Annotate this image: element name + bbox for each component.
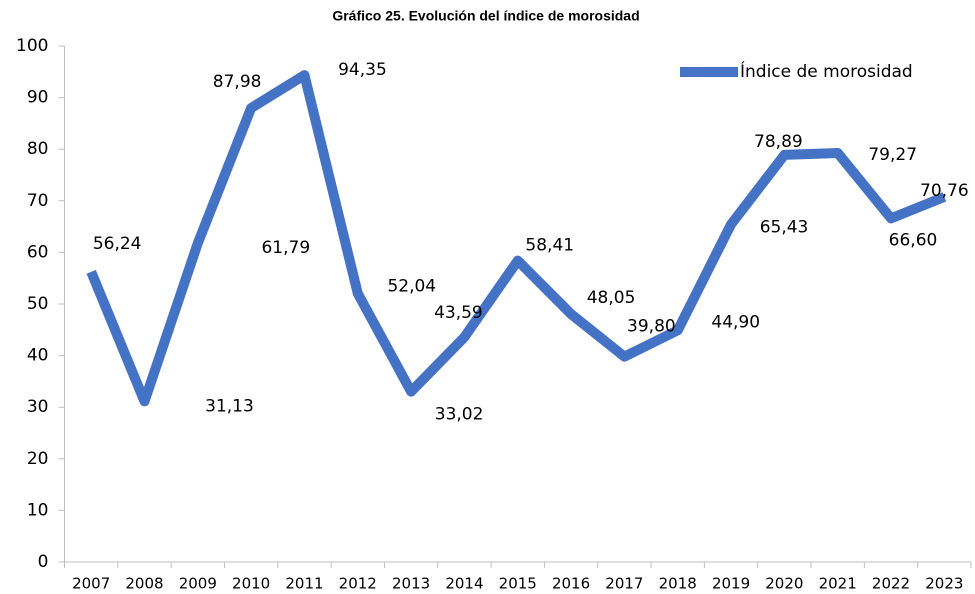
x-tick-label: 2011: [285, 575, 323, 593]
y-tick-label: 70: [27, 191, 49, 211]
data-label: 79,27: [868, 145, 917, 165]
y-tick-label: 0: [38, 552, 49, 572]
data-label: 65,43: [760, 217, 809, 237]
x-tick-label: 2015: [499, 575, 537, 593]
data-label: 33,02: [435, 405, 484, 425]
data-label: 78,89: [754, 132, 803, 152]
data-label: 44,90: [711, 312, 760, 332]
legend-label: Índice de morosidad: [740, 60, 913, 82]
x-tick-label: 2016: [552, 575, 590, 593]
x-tick-label: 2023: [925, 575, 963, 593]
x-tick-label: 2017: [605, 575, 643, 593]
y-tick-label: 90: [27, 88, 49, 108]
y-tick-label: 60: [27, 242, 49, 262]
data-label: 56,24: [93, 234, 142, 254]
data-label: 94,35: [338, 60, 387, 80]
x-tick-label: 2022: [872, 575, 910, 593]
y-tick-label: 50: [27, 294, 49, 314]
data-label: 39,80: [627, 317, 676, 337]
series-line: [86, 70, 947, 407]
x-tick-label: 2007: [72, 575, 110, 593]
y-tick-label: 20: [27, 449, 49, 469]
data-label: 70,76: [920, 181, 969, 201]
x-tick-label: 2013: [392, 575, 430, 593]
data-label: 43,59: [434, 303, 483, 323]
y-tick-label: 40: [27, 346, 49, 366]
x-tick-label: 2012: [339, 575, 377, 593]
y-tick-label: 100: [16, 36, 48, 56]
x-tick-label: 2008: [125, 575, 163, 593]
data-label: 52,04: [387, 276, 436, 296]
data-label: 58,41: [525, 236, 574, 256]
y-tick-label: 80: [27, 139, 49, 159]
x-tick-label: 2019: [712, 575, 750, 593]
x-tick-label: 2009: [179, 575, 217, 593]
data-label: 66,60: [889, 230, 938, 250]
data-label: 48,05: [587, 288, 636, 308]
x-tick-label: 2020: [765, 575, 803, 593]
y-tick-label: 30: [27, 397, 49, 417]
data-label: 61,79: [261, 238, 310, 258]
y-tick-label: 10: [27, 500, 49, 520]
x-tick-label: 2010: [232, 575, 270, 593]
data-label: 87,98: [213, 72, 262, 92]
data-label: 31,13: [205, 396, 254, 416]
x-tick-label: 2021: [819, 575, 857, 593]
chart-title: Gráfico 25. Evolución del índice de moro…: [332, 8, 639, 24]
x-tick-label: 2014: [445, 575, 483, 593]
x-tick-label: 2018: [659, 575, 697, 593]
